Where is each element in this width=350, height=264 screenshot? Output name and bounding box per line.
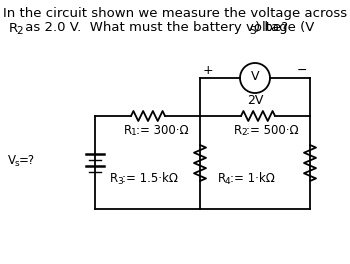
Text: =?: =?	[19, 154, 35, 167]
Text: R: R	[234, 124, 242, 136]
Text: := 1.5·kΩ: := 1.5·kΩ	[122, 172, 178, 186]
Text: +: +	[203, 64, 213, 77]
Text: 1: 1	[131, 128, 137, 137]
Text: R: R	[124, 124, 132, 136]
Text: R: R	[218, 172, 226, 186]
Text: V: V	[251, 70, 259, 83]
Text: 4: 4	[225, 177, 231, 186]
Text: as 2.0 V.  What must the battery voltage (V: as 2.0 V. What must the battery voltage …	[21, 21, 314, 35]
Text: := 300·Ω: := 300·Ω	[136, 124, 189, 136]
Text: R: R	[9, 21, 18, 35]
Text: ) be?: ) be?	[255, 21, 288, 35]
Text: V: V	[8, 154, 16, 167]
Text: := 1·kΩ: := 1·kΩ	[230, 172, 275, 186]
Text: In the circuit shown we measure the voltage across: In the circuit shown we measure the volt…	[3, 7, 347, 21]
Text: 2: 2	[241, 128, 247, 137]
Text: 3: 3	[117, 177, 123, 186]
Text: 2V: 2V	[247, 93, 263, 106]
Text: S: S	[249, 26, 256, 35]
Text: := 500·Ω: := 500·Ω	[246, 124, 299, 136]
Text: 2: 2	[16, 26, 23, 35]
Text: R: R	[110, 172, 118, 186]
Text: −: −	[297, 64, 307, 77]
Text: s: s	[15, 159, 20, 168]
